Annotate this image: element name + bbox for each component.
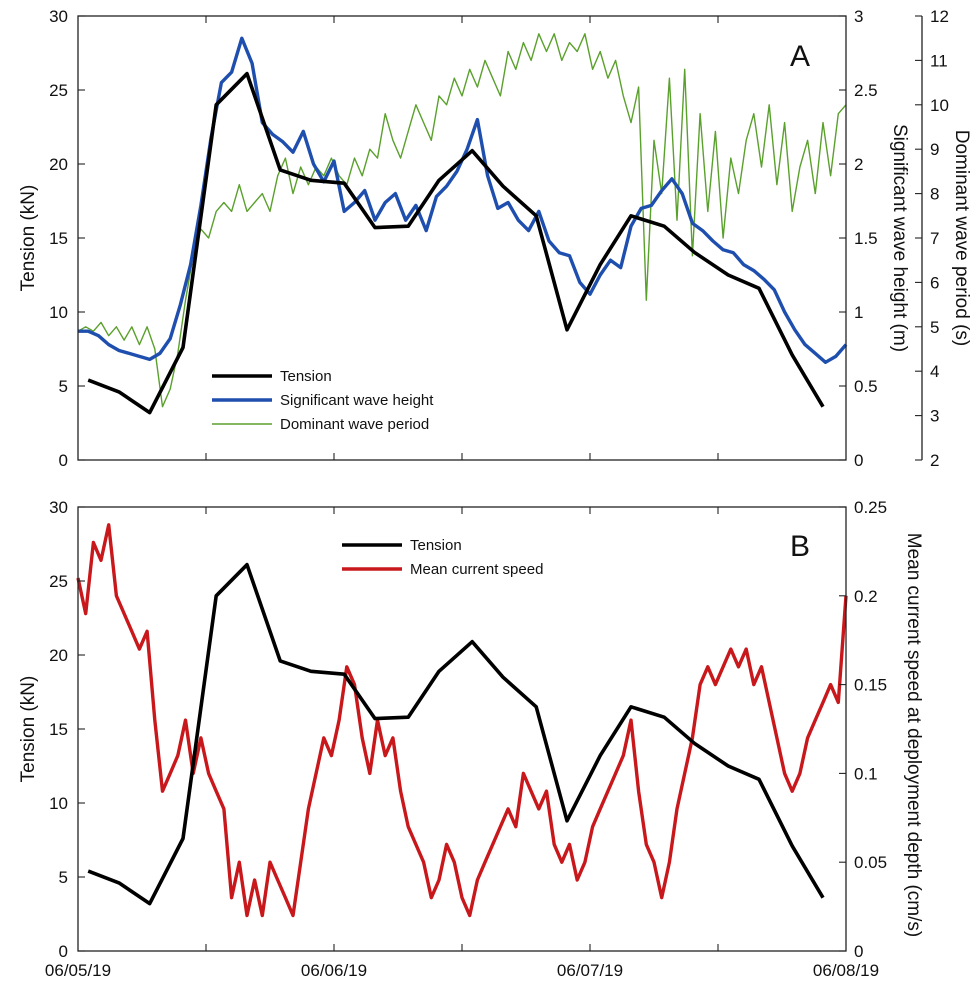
y-tick-label-left-a: 20 (49, 155, 68, 174)
panel-label-a: A (790, 40, 810, 73)
y-axis-label-left-a: Tension (kN) (18, 185, 39, 292)
tension-line-b (87, 562, 825, 906)
y-tick-label-left-a: 5 (59, 377, 68, 396)
y-tick-label-left-b: 5 (59, 868, 68, 887)
y-tick-label-left-b: 20 (49, 646, 68, 665)
panel-b: 0 5 10 15 20 25 30 0 0.05 0.1 0.15 0.2 0.25 06/05/19 0… (18, 498, 924, 980)
legend-a: Tension Significant wave height Dominant w… (212, 368, 434, 433)
x-tick-label-b: 06/06/19 (301, 961, 367, 980)
x-tick-label-b: 06/08/19 (813, 961, 879, 980)
y-tick-label-right1-a: 2 (854, 155, 863, 174)
y-axis-label-right2-a: Dominant wave period (s) (951, 130, 972, 346)
wave-height-line (78, 36, 848, 364)
tension-line-a (87, 71, 825, 415)
y-axis-label-right-b: Mean current speed at deployment depth (… (903, 533, 924, 937)
y-tick-label-right2-a: 10 (930, 96, 949, 115)
panel-a: 0 5 10 15 20 25 30 0 0.5 1 1.5 2 2.5 3 2 3 4 5 6 7 8 9 10 11 12 T… (18, 7, 972, 470)
legend-label-b: Tension (410, 537, 462, 554)
y-tick-label-right2-a: 4 (930, 362, 939, 381)
y-tick-label-left-a: 15 (49, 229, 68, 248)
y-tick-label-right2-a: 12 (930, 7, 949, 26)
y-tick-label-right1-a: 0 (854, 451, 863, 470)
y-tick-label-right1-a: 3 (854, 7, 863, 26)
current-speed-line (76, 523, 848, 918)
y-tick-label-right-b: 0 (854, 942, 863, 961)
y-tick-label-left-a: 25 (49, 81, 68, 100)
y-tick-label-left-b: 10 (49, 794, 68, 813)
y-tick-label-right1-a: 1 (854, 303, 863, 322)
y-tick-label-right-b: 0.05 (854, 853, 887, 872)
y-tick-label-left-b: 15 (49, 720, 68, 739)
panel-label-b: B (790, 530, 810, 563)
y-tick-label-right1-a: 2.5 (854, 81, 878, 100)
y-tick-label-right1-a: 0.5 (854, 377, 878, 396)
y-tick-label-left-b: 0 (59, 942, 68, 961)
wave-period-line (77, 33, 847, 408)
y-tick-label-right2-a: 2 (930, 451, 939, 470)
y-tick-label-right2-a: 11 (930, 51, 948, 70)
y-tick-label-left-a: 0 (59, 451, 68, 470)
y-tick-label-right2-a: 6 (930, 273, 939, 292)
y-tick-label-right2-a: 5 (930, 318, 939, 337)
y-tick-label-right-b: 0.25 (854, 498, 887, 517)
legend-label-b: Mean current speed (410, 561, 543, 578)
y-axis-label-right1-a: Significant wave height (m) (889, 124, 910, 352)
y-tick-label-right-b: 0.15 (854, 676, 887, 695)
legend-label-a: Tension (280, 368, 332, 385)
y-tick-label-right2-a: 3 (930, 407, 939, 426)
y-tick-label-right2-a: 7 (930, 229, 939, 248)
y-tick-label-right2-a: 9 (930, 140, 939, 159)
y-tick-label-right2-a: 8 (930, 185, 939, 204)
legend-label-a: Significant wave height (280, 392, 434, 409)
y-tick-label-right-b: 0.1 (854, 764, 878, 783)
y-tick-label-right1-a: 1.5 (854, 229, 878, 248)
y-tick-label-left-b: 25 (49, 572, 68, 591)
legend-b: Tension Mean current speed (342, 537, 543, 578)
axes-frame-a (77, 15, 847, 461)
y-tick-label-right-b: 0.2 (854, 587, 878, 606)
y-tick-label-left-a: 10 (49, 303, 68, 322)
x-tick-label-b: 06/05/19 (45, 961, 111, 980)
x-tick-label-b: 06/07/19 (557, 961, 623, 980)
y-axis-label-left-b: Tension (kN) (18, 676, 39, 783)
y-tick-label-left-a: 30 (49, 7, 68, 26)
legend-label-a: Dominant wave period (280, 416, 429, 433)
y-tick-label-left-b: 30 (49, 498, 68, 517)
